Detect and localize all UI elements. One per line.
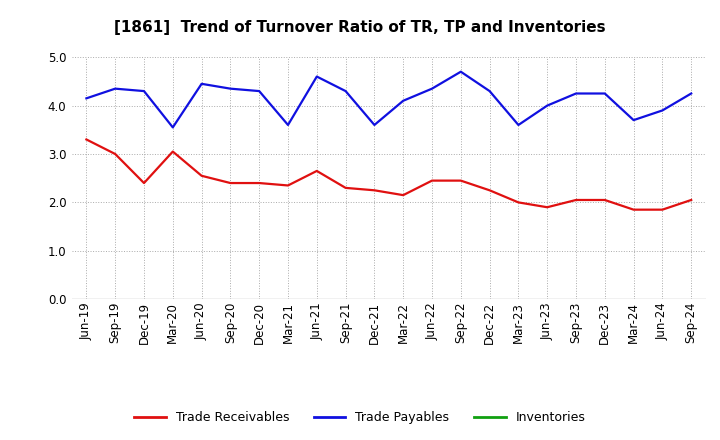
Text: [1861]  Trend of Turnover Ratio of TR, TP and Inventories: [1861] Trend of Turnover Ratio of TR, TP…: [114, 20, 606, 35]
Legend: Trade Receivables, Trade Payables, Inventories: Trade Receivables, Trade Payables, Inven…: [130, 407, 590, 429]
